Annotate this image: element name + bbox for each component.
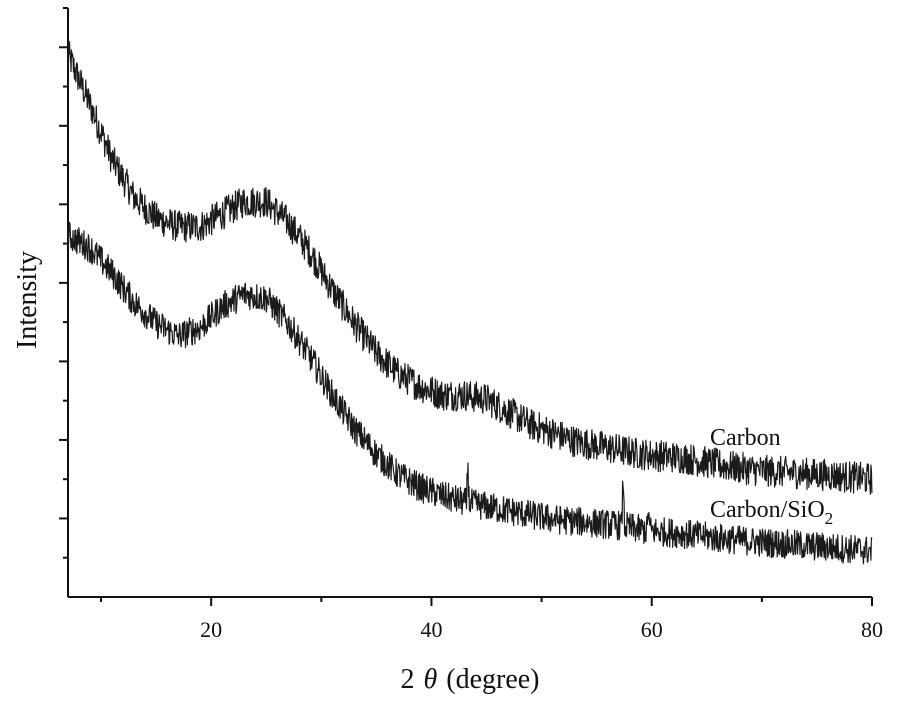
x-tick-label: 60 [641,617,663,642]
x-tick-label: 80 [861,617,883,642]
series-line-1 [67,221,873,565]
series-labels: Carbon Carbon/SiO2 [710,425,833,528]
x-tick-label: 20 [200,617,222,642]
series-line-0 [67,41,873,495]
x-tick-label: 40 [420,617,442,642]
x-axis-title: 2 θ (degree) [400,664,539,695]
axes [67,8,872,598]
series-label-1: Carbon/SiO2 [710,497,833,528]
y-axis-title: Intensity [12,251,43,349]
x-axis-title-unit: (degree) [446,664,539,695]
x-ticks [100,597,873,606]
x-axis-title-prefix: 2 [400,664,414,695]
series-label-0: Carbon [710,425,781,451]
y-ticks [59,7,68,559]
series-group [67,41,873,565]
x-tick-labels: 20 40 60 80 [200,617,883,642]
x-axis-title-symbol: θ [423,664,437,695]
